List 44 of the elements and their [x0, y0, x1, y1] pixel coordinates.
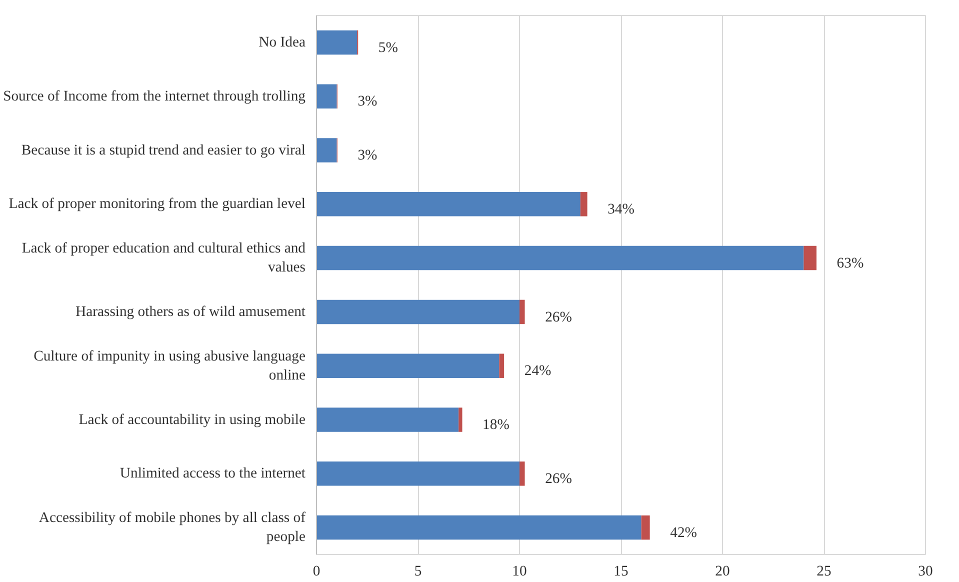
- data-label: 34%: [608, 202, 634, 218]
- bar: [316, 462, 520, 486]
- x-tick-label: 30: [918, 564, 933, 580]
- bar: [520, 462, 525, 486]
- data-label: 3%: [358, 94, 378, 110]
- bar: [316, 138, 337, 162]
- bar: [316, 84, 337, 108]
- y-tick-label: Lack of accountability in using mobile: [78, 412, 306, 428]
- bar: [316, 354, 500, 378]
- y-tick-label: Harassing others as of wild amusement: [76, 304, 306, 320]
- x-tick-label: 15: [614, 564, 628, 580]
- data-label: 3%: [358, 148, 378, 164]
- bar: [641, 515, 650, 540]
- y-tick-label: Unlimited access to the internet: [120, 466, 306, 482]
- x-tick-label: 25: [816, 564, 832, 580]
- x-tick-label: 10: [512, 564, 527, 580]
- data-label: 18%: [482, 417, 510, 434]
- y-tick-label: Lack of proper monitoring from the guardian level: [8, 196, 306, 212]
- bar: [804, 246, 816, 270]
- y-tick-label: Lack of proper education and cultural ethics and values: [22, 240, 306, 276]
- y-tick-label: Accessibility of mobile phones by all class of people: [38, 510, 306, 546]
- bar: [316, 30, 358, 55]
- bar: [580, 192, 588, 216]
- data-label: 42%: [670, 524, 697, 541]
- bar: [316, 192, 580, 216]
- bar: [316, 246, 804, 270]
- y-tick-label: No Idea: [258, 34, 306, 50]
- x-tick-label: 0: [312, 564, 320, 580]
- y-tick-label: Source of Income from the internet through trolling: [3, 88, 306, 104]
- data-label: 24%: [524, 363, 552, 380]
- bar: [499, 354, 504, 378]
- data-label: 26%: [545, 309, 572, 326]
- y-tick-label: Culture of impunity in using abusive language online: [34, 348, 306, 384]
- data-label: 63%: [836, 255, 864, 272]
- y-tick-label: Because it is a stupid trend and easier to go viral: [21, 142, 306, 158]
- bar: [458, 408, 462, 432]
- bar: [316, 300, 520, 324]
- data-label: 26%: [545, 471, 572, 488]
- bar: [316, 515, 642, 540]
- x-tick-label: 20: [715, 564, 730, 580]
- data-label: 5%: [378, 40, 398, 56]
- bar: [520, 300, 525, 324]
- x-tick-label: 5: [414, 564, 422, 580]
- bar: [316, 408, 459, 432]
